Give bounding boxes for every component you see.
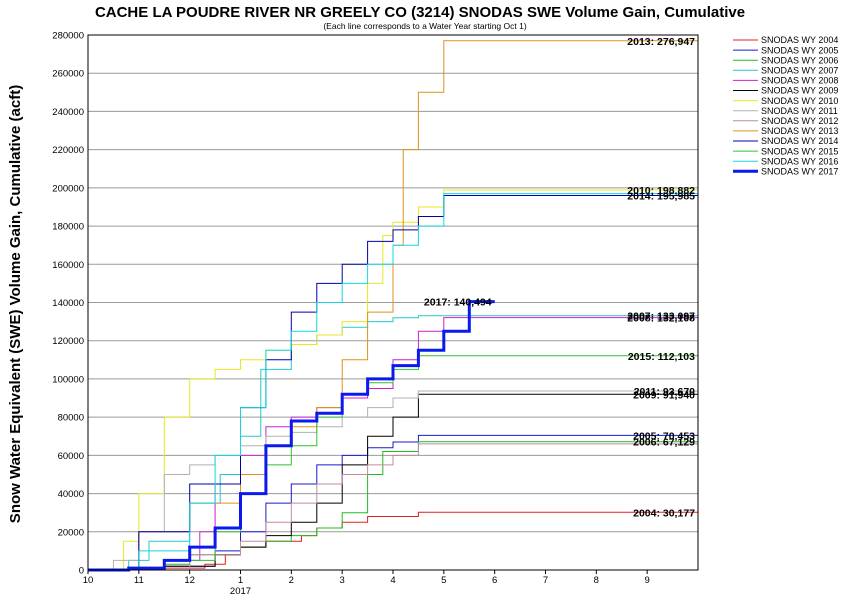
x-tick-label: 4: [390, 575, 395, 586]
legend-entry: SNODAS WY 2010: [761, 96, 838, 106]
y-tick-labels: 0 20000 40000 60000 80000 100000 120000 140000 1…: [52, 31, 84, 577]
x-tick-label: 1: [238, 575, 243, 586]
y-tick-label: 120000: [52, 336, 84, 347]
series-end-label: 2010: 198,882: [627, 185, 695, 197]
y-tick-label: 100000: [52, 374, 84, 385]
legend-entry: SNODAS WY 2014: [761, 136, 838, 146]
legend-entry: SNODAS WY 2012: [761, 116, 838, 126]
legend-entry: SNODAS WY 2016: [761, 156, 838, 166]
y-tick-label: 40000: [58, 489, 84, 500]
x-tick-label: 9: [645, 575, 650, 586]
x-tick-label: 12: [184, 575, 195, 586]
legend-entry: SNODAS WY 2015: [761, 146, 838, 156]
legend-entry: SNODAS WY 2011: [761, 106, 838, 116]
series-lines: [88, 40, 698, 572]
series-end-label: 2004: 30,177: [633, 507, 695, 519]
x-tick-label: 10: [83, 575, 94, 586]
legend-entry: SNODAS WY 2006: [761, 55, 838, 65]
series-line: [88, 393, 698, 571]
series-end-label: 2013: 276,947: [627, 36, 695, 48]
x-tick-label: 3: [340, 575, 345, 586]
y-tick-label: 140000: [52, 298, 84, 309]
y-tick-label: 0: [79, 566, 84, 577]
chart-subtitle: (Each line corresponds to a Water Year s…: [323, 21, 526, 31]
x-tick-label: 5: [441, 575, 446, 586]
legend-entry: SNODAS WY 2008: [761, 76, 838, 86]
series-end-label: 2009: 91,940: [633, 389, 695, 401]
y-axis-label: Snow Water Equivalent (SWE) Volume Gain,…: [7, 85, 24, 523]
x-tick-label: 11: [134, 575, 144, 586]
legend-entry: SNODAS WY 2004: [761, 35, 838, 45]
x-tick-label: 2: [289, 575, 294, 586]
series-line: [88, 315, 698, 571]
series-end-label: 2007: 133,097: [627, 311, 695, 323]
y-tick-label: 280000: [52, 31, 84, 42]
legend-entry: SNODAS WY 2007: [761, 66, 838, 76]
series-line: [88, 40, 698, 571]
x-tick-label: 7: [543, 575, 548, 586]
series-end-label: 2011: 93,670: [634, 386, 695, 398]
y-tick-label: 80000: [58, 413, 84, 424]
series-end-label: 2005: 70,453: [633, 430, 695, 442]
y-tick-label: 60000: [58, 451, 84, 462]
series-line: [88, 193, 698, 571]
series-end-label: 2017: 140,494: [424, 297, 492, 309]
y-tick-label: 200000: [52, 183, 84, 194]
series-end-label: 2006: 67,129: [633, 437, 695, 449]
y-tick-label: 220000: [52, 145, 84, 156]
series-line: [88, 317, 698, 571]
y-tick-label: 260000: [52, 69, 84, 80]
x-year-label: 2017: [230, 586, 251, 597]
y-tick-label: 180000: [52, 222, 84, 233]
series-end-label: 2008: 132,108: [627, 313, 695, 325]
legend-entry: SNODAS WY 2017: [761, 167, 838, 177]
legend-entry: SNODAS WY 2009: [761, 86, 838, 96]
y-tick-label: 20000: [58, 527, 84, 538]
x-tick-label: 8: [594, 575, 599, 586]
series-line: [88, 300, 495, 572]
series-line: [88, 443, 698, 571]
series-end-label: 2015: 112,103: [628, 351, 695, 363]
chart-title: CACHE LA POUDRE RIVER NR GREELY CO (3214…: [95, 4, 745, 21]
y-tick-label: 160000: [52, 260, 84, 271]
legend-entry: SNODAS WY 2013: [761, 126, 838, 136]
legend-entry: SNODAS WY 2005: [761, 45, 838, 55]
y-tick-label: 240000: [52, 107, 84, 118]
x-tick-label: 6: [492, 575, 497, 586]
series-end-label: 2014: 195,985: [627, 191, 695, 203]
